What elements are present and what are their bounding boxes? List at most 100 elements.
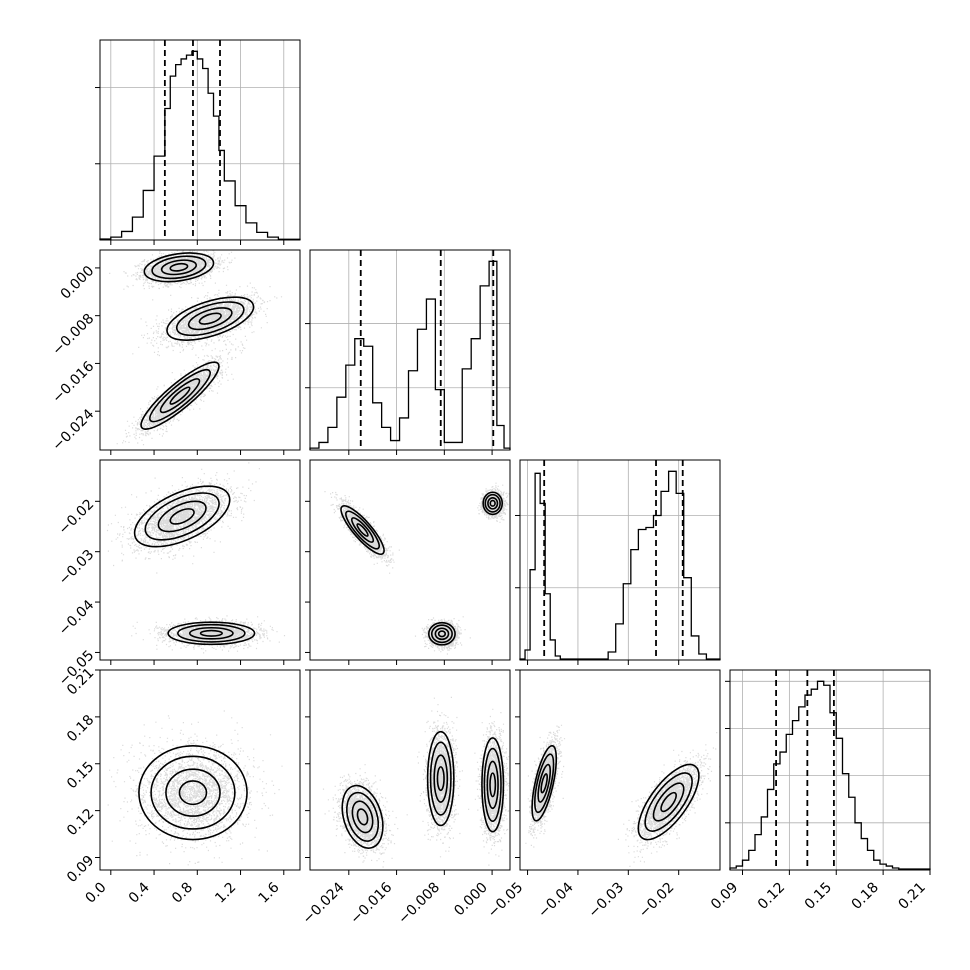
panel-border xyxy=(99,459,301,661)
histogram-step-line xyxy=(519,470,721,660)
x-tick-label: 0.0 xyxy=(83,880,110,907)
panel-content xyxy=(106,462,286,654)
x-tick-label: 0.000 xyxy=(451,880,491,920)
histogram-step-line xyxy=(729,680,931,870)
density-contour xyxy=(537,763,552,803)
x-tick-label: 0.12 xyxy=(755,880,788,913)
y-tick-label: −0.024 xyxy=(49,406,97,454)
density-contour xyxy=(169,508,195,525)
density-contour xyxy=(489,499,496,507)
scatter-panel-4-1 xyxy=(95,669,301,875)
x-tick-label: 0.21 xyxy=(895,880,928,913)
density-contour xyxy=(489,772,497,798)
density-contour xyxy=(483,747,502,822)
panel-content xyxy=(107,710,283,866)
density-contour xyxy=(144,492,220,541)
y-tick-label: −0.03 xyxy=(56,547,98,589)
density-contour xyxy=(430,624,453,644)
scatter-points xyxy=(322,696,510,868)
y-tick-label: 0.12 xyxy=(64,806,97,839)
panel-frame xyxy=(309,669,511,871)
x-tick-label: 0.09 xyxy=(708,880,741,913)
x-tick-label: −0.024 xyxy=(300,879,348,927)
density-contour xyxy=(486,760,499,810)
histogram-panel-2 xyxy=(305,249,511,455)
density-contour xyxy=(433,754,449,803)
density-contour xyxy=(166,296,255,341)
density-contour xyxy=(159,378,201,414)
density-contour xyxy=(437,630,447,638)
panel-border xyxy=(309,669,511,871)
x-tick-label: 0.15 xyxy=(802,880,835,913)
x-tick-label: 1.2 xyxy=(212,880,239,907)
y-tick-label: −0.04 xyxy=(56,597,98,639)
histogram-panel-1 xyxy=(95,39,301,245)
panel-frame xyxy=(309,249,511,451)
scatter-panel-4-2 xyxy=(305,669,511,875)
density-contour xyxy=(140,361,220,430)
density-contour xyxy=(482,491,504,516)
x-tick-label: 0.18 xyxy=(849,880,882,913)
density-contour xyxy=(165,768,221,817)
density-contour xyxy=(169,386,191,405)
density-contour xyxy=(487,496,499,510)
panel-border xyxy=(309,249,511,451)
density-contour xyxy=(534,753,555,814)
panel-border xyxy=(519,669,721,871)
panel-frame xyxy=(99,249,301,451)
density-contour xyxy=(429,741,452,816)
x-tick-label: −0.02 xyxy=(636,880,678,922)
density-contour xyxy=(481,737,505,833)
density-contour xyxy=(175,301,245,337)
density-contour xyxy=(138,744,248,841)
density-contour xyxy=(426,730,455,827)
x-tick-label: −0.05 xyxy=(485,880,527,922)
density-contour xyxy=(167,621,256,646)
x-tick-label: 0.8 xyxy=(169,880,196,907)
density-contour xyxy=(346,791,380,842)
density-contour xyxy=(150,755,236,830)
density-contour xyxy=(356,808,369,826)
y-tick-label: −0.016 xyxy=(49,358,97,406)
scatter-points xyxy=(107,710,283,866)
y-tick-label: 0.09 xyxy=(64,853,97,886)
scatter-panel-2-1 xyxy=(95,249,301,455)
density-contour xyxy=(160,259,198,276)
density-contour xyxy=(660,791,677,813)
density-contour xyxy=(178,780,208,806)
y-tick-label: −0.008 xyxy=(49,311,97,359)
y-tick-label: 0.000 xyxy=(58,263,98,303)
x-tick-label: 0.4 xyxy=(126,879,153,906)
x-tick-label: −0.008 xyxy=(395,880,443,928)
density-contour xyxy=(187,307,233,331)
histogram-panel-3 xyxy=(515,459,721,665)
panel-content xyxy=(324,482,510,655)
panel-frame xyxy=(99,39,301,241)
density-contour xyxy=(149,368,211,423)
histogram-step-line xyxy=(99,50,301,240)
density-contour xyxy=(356,523,369,537)
density-contour xyxy=(637,763,700,841)
density-contour xyxy=(169,262,189,272)
panel-border xyxy=(309,459,511,661)
panel-border xyxy=(99,249,301,451)
panel-content xyxy=(322,696,510,868)
panel-border xyxy=(729,669,931,871)
panel-border xyxy=(519,459,721,661)
density-contour xyxy=(198,312,222,325)
density-contour xyxy=(199,629,223,637)
density-contour xyxy=(340,505,385,556)
scatter-points xyxy=(525,724,720,867)
panel-frame xyxy=(309,459,511,661)
x-tick-label: −0.016 xyxy=(347,879,395,927)
density-contour xyxy=(151,255,207,280)
density-contour xyxy=(188,626,234,640)
density-contour xyxy=(531,744,558,822)
panel-content xyxy=(525,724,720,867)
panel-content xyxy=(109,250,283,446)
scatter-panel-4-3 xyxy=(515,669,721,875)
density-contour xyxy=(540,773,549,794)
x-tick-label: 1.6 xyxy=(256,879,283,906)
density-contour xyxy=(133,485,231,548)
